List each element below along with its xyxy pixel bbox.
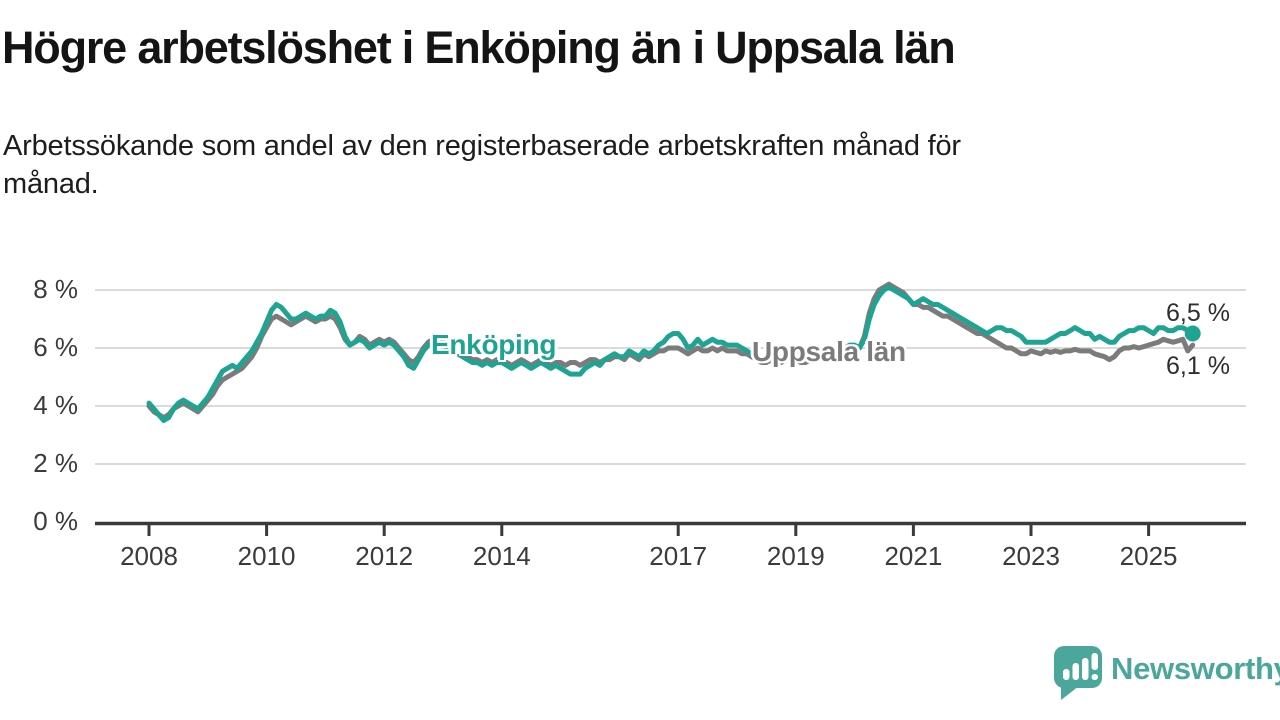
x-tick-label: 2021 — [884, 541, 943, 571]
page-subtitle: Arbetssökande som andel av den registerb… — [3, 130, 961, 200]
y-tick-label: 8 % — [33, 273, 78, 304]
page-title: Högre arbetslöshet i Enköping än i Uppsa… — [2, 22, 956, 73]
x-tick-label: 2008 — [120, 541, 178, 571]
newsworthy-logo-text: Newsworthy — [1111, 651, 1280, 686]
series-end-dot — [1184, 325, 1201, 342]
x-tick-label: 2012 — [355, 541, 414, 571]
x-tick-label: 2017 — [649, 541, 708, 571]
x-tick-label: 2025 — [1119, 541, 1178, 571]
end-value-enkoping: 6,5 % — [1166, 299, 1230, 327]
y-tick-label: 2 % — [33, 447, 78, 478]
y-tick-label: 4 % — [33, 389, 78, 420]
x-tick-label: 2019 — [766, 541, 825, 571]
y-tick-label: 0 % — [33, 505, 78, 536]
series-line-uppsala-l-n — [146, 281, 1196, 421]
end-value-uppsala: 6,1 % — [1166, 352, 1230, 380]
newsworthy-logo-icon — [1054, 646, 1102, 700]
newsworthy-brand: Newsworthy — [1054, 646, 1280, 702]
series-label-uppsala: Uppsala län — [752, 336, 906, 367]
x-tick-label: 2023 — [1002, 541, 1060, 571]
x-tick-label: 2014 — [472, 541, 531, 571]
x-tick-label: 2010 — [237, 541, 296, 571]
series-label-enkoping: Enköping — [431, 329, 557, 360]
series-line-enk-ping — [146, 284, 1196, 423]
y-tick-label: 6 % — [33, 331, 78, 362]
